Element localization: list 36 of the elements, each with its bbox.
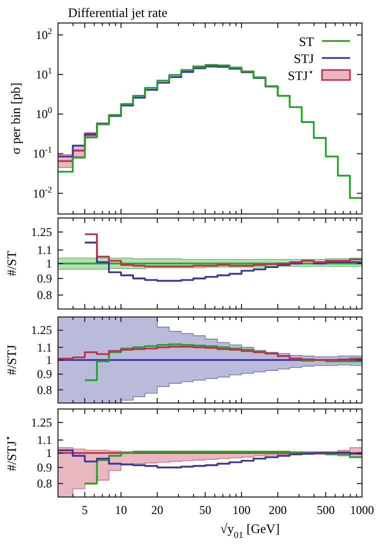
y-tick-label: 0.9 [37, 367, 52, 382]
y-axis-title: σ per bin [pb] [8, 82, 23, 154]
legend-label: STJ$^{⋆}$ [288, 68, 314, 83]
y-tick-label: 10$^{-2}$ [32, 184, 52, 200]
y-tick-label: 1.1 [37, 243, 52, 258]
legend-label: ST [298, 34, 314, 49]
y-axis-title: #/STJ [4, 344, 19, 376]
y-tick-label: 10$^{1}$ [36, 66, 52, 82]
y-tick-label: 0.8 [37, 382, 52, 397]
y-axis-title: #/ST [4, 250, 19, 276]
y-tick-label: 0.9 [37, 460, 52, 474]
y-tick-label: 1.1 [37, 433, 52, 448]
y-tick-label: 1 [46, 353, 52, 368]
y-tick-label: 1 [46, 446, 52, 460]
y-tick-label: 1.1 [37, 340, 52, 354]
chart-title: Differential jet rate [68, 5, 168, 20]
y-tick-label: 0.8 [37, 288, 52, 302]
x-tick-label: 50 [199, 503, 212, 517]
y-tick-label: 10$^{2}$ [36, 26, 52, 42]
x-tick-label: 20 [151, 503, 164, 517]
y-tick-label: 0.8 [37, 476, 52, 491]
x-axis-title: √y$_{01}$ [GeV] [220, 521, 280, 541]
x-tick-label: 1000 [350, 503, 374, 517]
x-tick-label: 10 [115, 503, 128, 517]
x-tick-label: 100 [232, 503, 251, 517]
x-tick-label: 500 [316, 503, 335, 517]
x-tick-label: 200 [268, 503, 287, 517]
y-tick-label: 10$^{0}$ [36, 105, 52, 122]
y-tick-label: 1.25 [31, 224, 52, 239]
legend-label: STJ [294, 51, 314, 66]
y-tick-label: 1 [46, 256, 52, 271]
y-tick-label: 1.25 [31, 323, 52, 338]
y-tick-label: 10$^{-1}$ [32, 144, 52, 161]
y-tick-label: 1.25 [31, 416, 52, 430]
x-tick-label: 5 [82, 503, 88, 517]
y-tick-label: 0.9 [37, 271, 52, 286]
